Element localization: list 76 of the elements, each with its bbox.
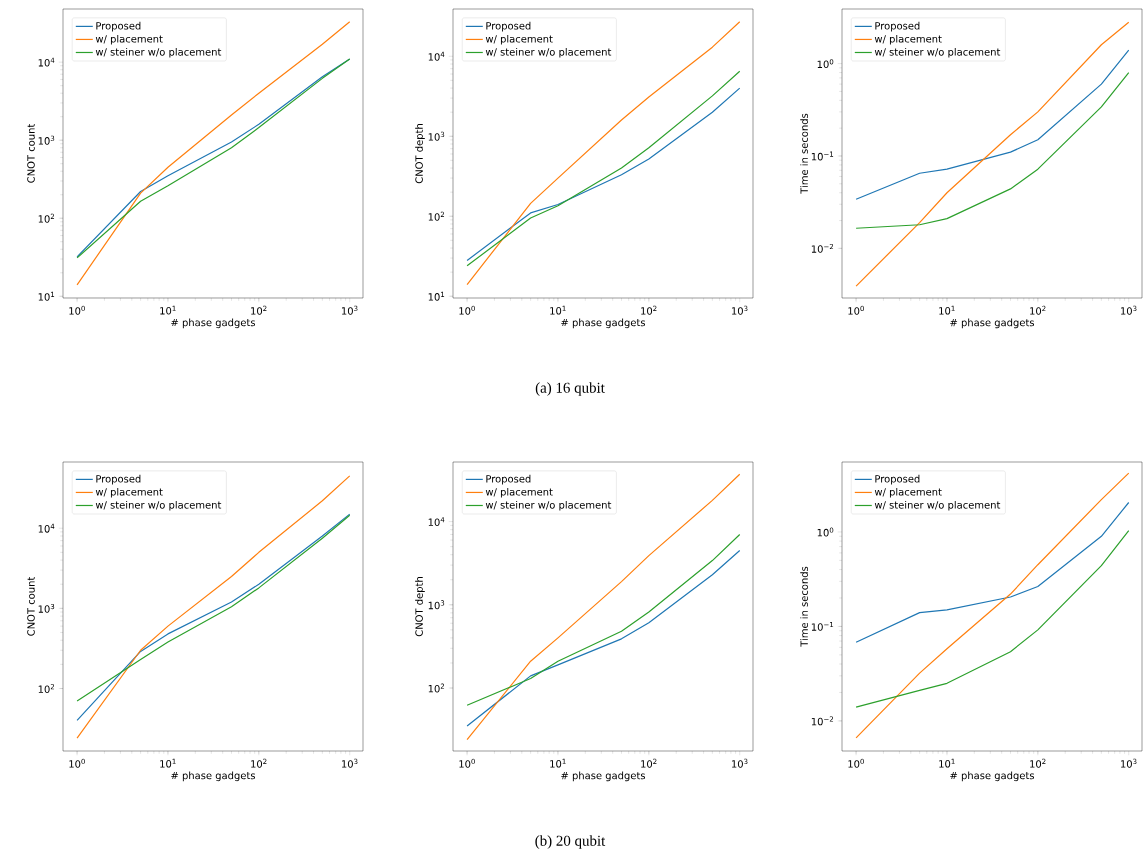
legend-label: Proposed: [875, 474, 920, 485]
y-tick-label: 10$^{2}$: [428, 683, 445, 693]
x-axis-title: # phase gadgets: [561, 771, 646, 782]
y-tick-label: 10$^{4}$: [38, 523, 55, 533]
x-tick-label: 10$^{0}$: [69, 305, 85, 315]
x-tick-label: 10$^{0}$: [459, 305, 475, 315]
legend-label: w/ steiner w/o placement: [485, 47, 612, 58]
legend-label: w/ placement: [95, 487, 163, 498]
legend-label: w/ steiner w/o placement: [95, 500, 222, 511]
x-axis-title: # phase gadgets: [171, 318, 256, 329]
legend-label: Proposed: [875, 21, 920, 32]
x-tick-label: 10$^{0}$: [69, 758, 85, 768]
x-tick-label: 10$^{0}$: [848, 305, 864, 315]
x-tick-label: 10$^{1}$: [160, 305, 176, 315]
legend-label: w/ placement: [874, 34, 942, 45]
y-tick-label: 10$^{4}$: [428, 51, 445, 61]
y-tick-label: 10$^{3}$: [428, 131, 445, 141]
y-tick-label: 10$^{3}$: [38, 603, 55, 613]
y-axis-title: Time in seconds: [800, 113, 808, 194]
x-tick-label: 10$^{1}$: [160, 758, 176, 768]
y-tick-label: 10$^{−1}$: [811, 622, 834, 631]
x-tick-label: 10$^{3}$: [732, 305, 748, 315]
y-tick-label: 10$^{0}$: [817, 59, 834, 69]
x-axis-title: # phase gadgets: [561, 318, 646, 329]
text: (b) 20 qubit: [535, 835, 606, 849]
x-tick-label: 10$^{3}$: [342, 758, 358, 768]
x-tick-label: 10$^{2}$: [1030, 758, 1046, 768]
y-tick-label: 10$^{4}$: [428, 517, 445, 527]
y-tick-label: 10$^{−2}$: [811, 716, 834, 726]
x-axis-title: # phase gadgets: [171, 771, 256, 782]
legend-label: w/ steiner w/o placement: [95, 47, 222, 58]
legend-label: w/ steiner w/o placement: [874, 500, 1001, 511]
legend-label: Proposed: [486, 474, 531, 485]
text: (a) 16 qubit: [535, 382, 605, 396]
legend-label: w/ steiner w/o placement: [874, 47, 1001, 58]
y-axis-title: CNOT depth: [415, 124, 425, 184]
y-axis-title: CNOT depth: [415, 577, 425, 637]
x-tick-label: 10$^{3}$: [342, 305, 358, 315]
legend-label: Proposed: [486, 21, 531, 32]
y-tick-label: 10$^{−1}$: [811, 151, 834, 161]
y-tick-label: 10$^{0}$: [817, 527, 834, 537]
x-tick-label: 10$^{3}$: [1121, 758, 1137, 768]
x-tick-label: 10$^{3}$: [1121, 305, 1137, 315]
y-tick-label: 10$^{2}$: [38, 213, 55, 223]
y-tick-label: 10$^{1}$: [428, 291, 445, 301]
y-tick-label: 10$^{2}$: [38, 684, 55, 693]
legend-label: Proposed: [96, 474, 141, 485]
legend-label: w/ placement: [485, 34, 553, 45]
y-tick-label: 10$^{1}$: [38, 291, 55, 301]
x-tick-label: 10$^{1}$: [939, 305, 955, 315]
y-axis-title: Time in seconds: [800, 566, 808, 647]
x-axis-title: # phase gadgets: [950, 771, 1035, 782]
x-tick-label: 10$^{0}$: [459, 758, 475, 768]
x-tick-label: 10$^{3}$: [732, 758, 748, 768]
x-tick-label: 10$^{2}$: [641, 758, 657, 768]
x-tick-label: 10$^{0}$: [848, 758, 864, 768]
x-tick-label: 10$^{2}$: [251, 305, 267, 315]
x-tick-label: 10$^{1}$: [550, 305, 566, 315]
legend-label: w/ placement: [485, 487, 553, 498]
x-tick-label: 10$^{2}$: [641, 305, 657, 315]
y-tick-label: 10$^{−2}$: [811, 243, 834, 253]
x-tick-label: 10$^{1}$: [939, 758, 955, 768]
legend-label: w/ placement: [95, 34, 163, 45]
y-tick-label: 10$^{3}$: [38, 135, 55, 145]
x-axis-title: # phase gadgets: [950, 318, 1035, 329]
x-tick-label: 10$^{2}$: [251, 758, 267, 768]
legend-label: w/ steiner w/o placement: [485, 500, 612, 511]
y-tick-label: 10$^{4}$: [38, 57, 55, 67]
y-axis-title: CNOT count: [27, 576, 35, 636]
legend-label: w/ placement: [874, 487, 942, 498]
y-tick-label: 10$^{3}$: [428, 600, 445, 610]
x-tick-label: 10$^{2}$: [1030, 305, 1046, 315]
y-axis-title: CNOT count: [27, 123, 35, 183]
y-tick-label: 10$^{2}$: [428, 211, 445, 221]
legend-label: Proposed: [96, 21, 141, 32]
x-tick-label: 10$^{1}$: [550, 758, 566, 768]
